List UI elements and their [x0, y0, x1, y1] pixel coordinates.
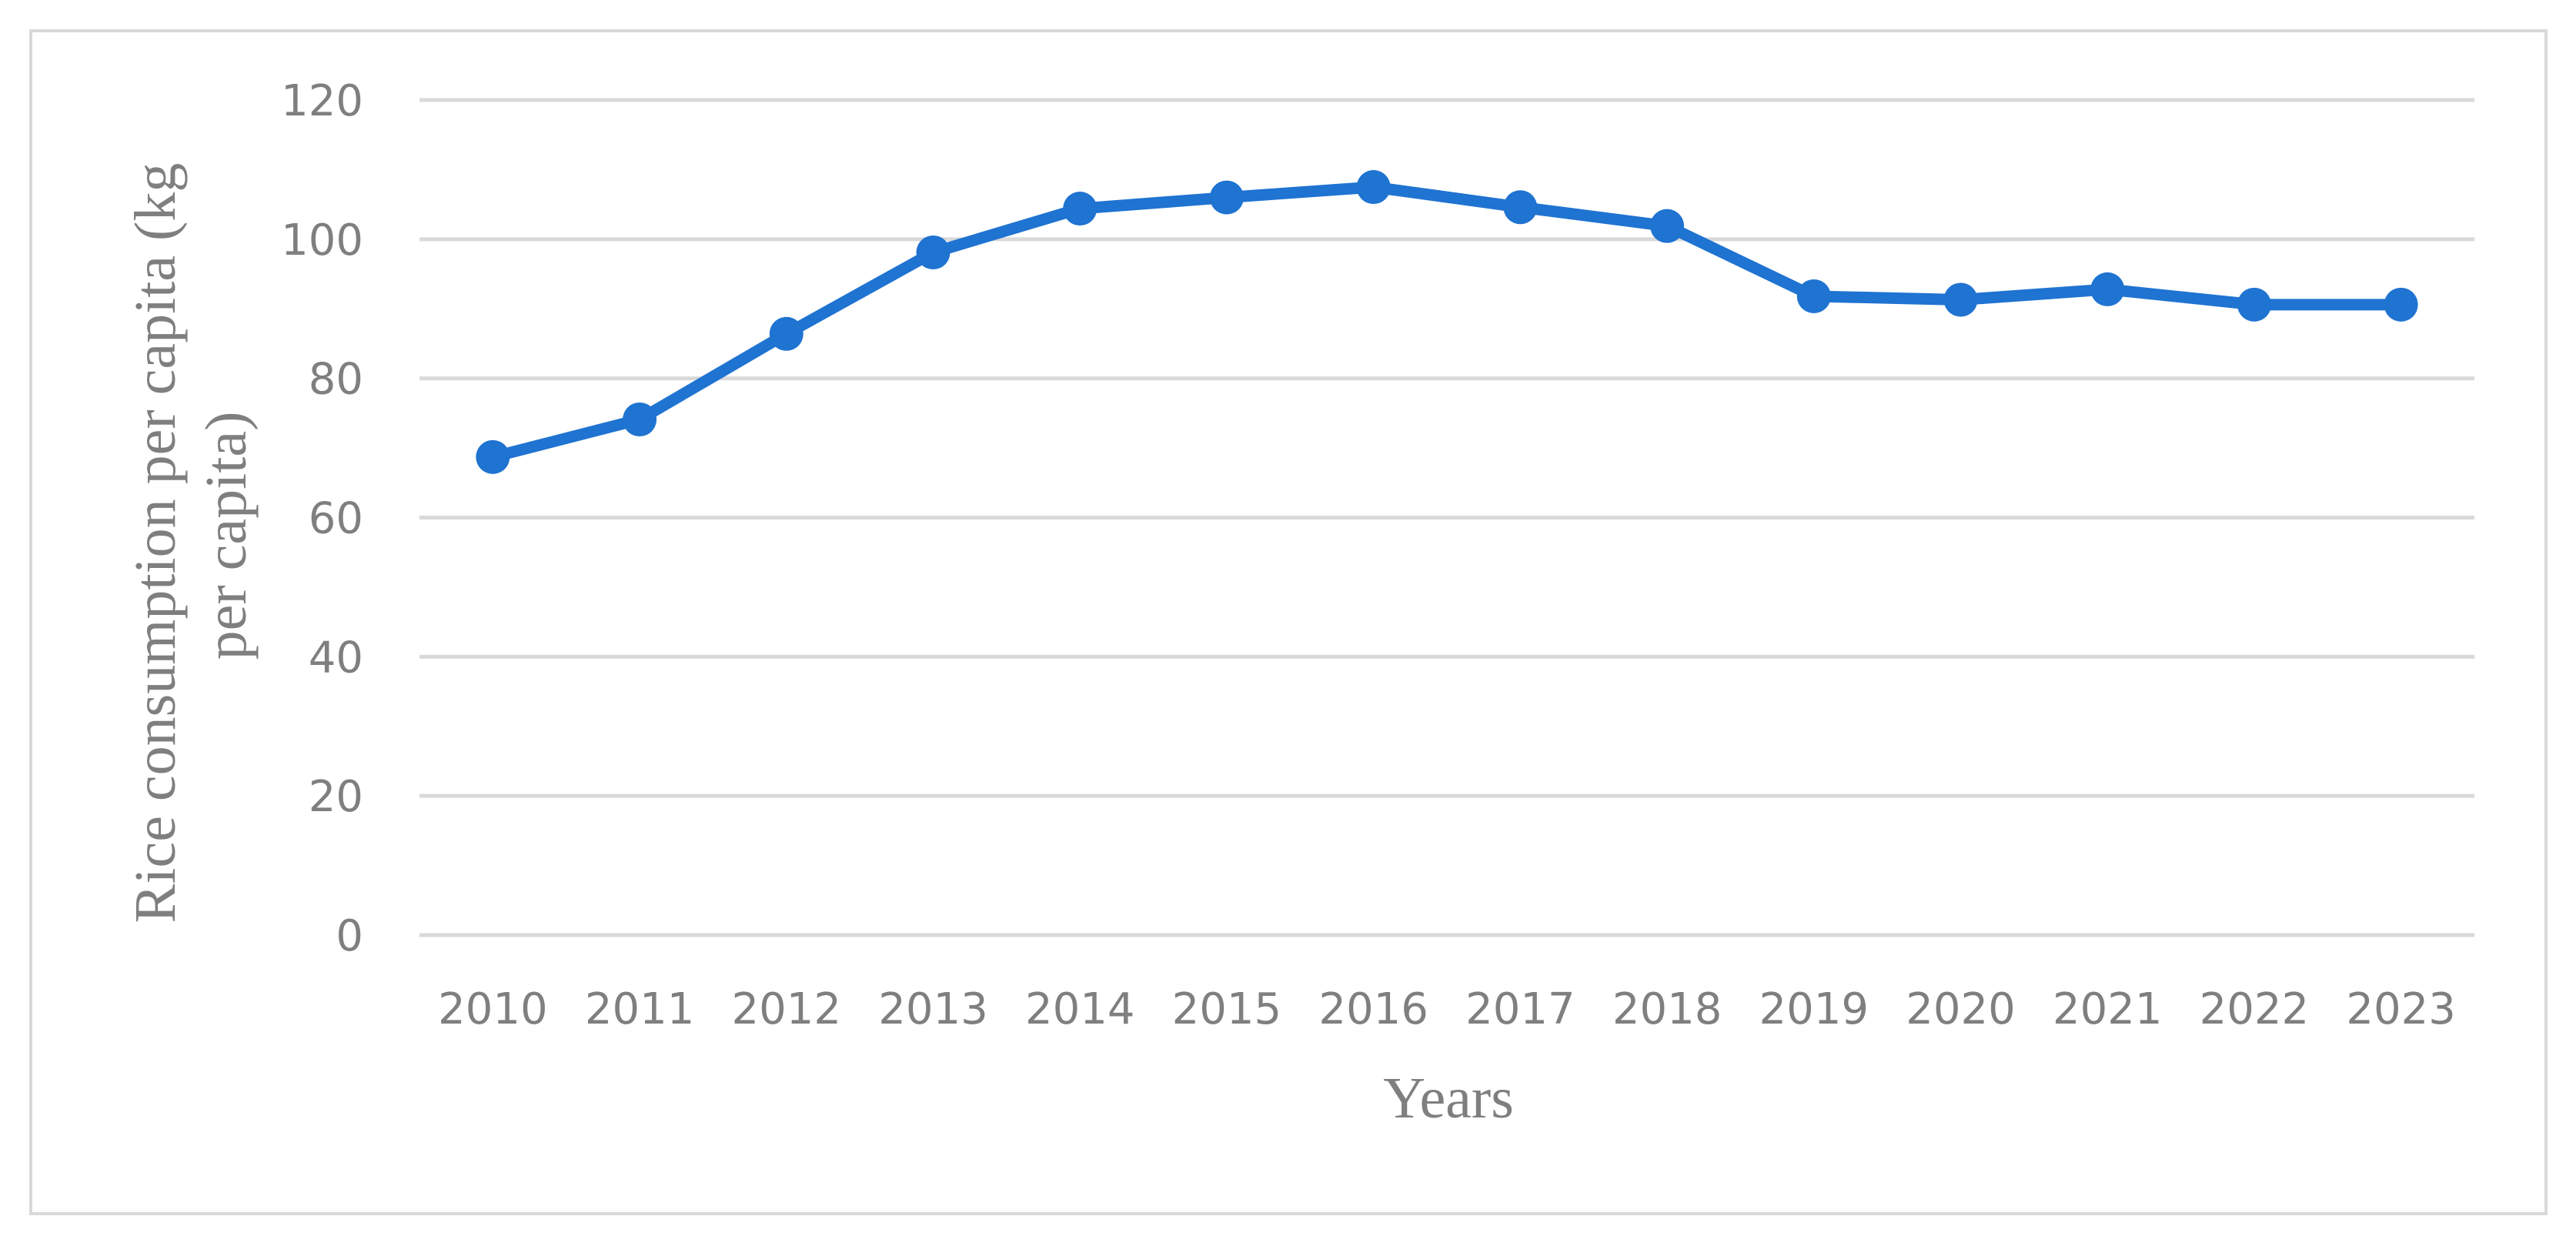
data-point-2018 — [1650, 209, 1685, 243]
x-tick-label: 2012 — [732, 984, 842, 1034]
y-tick-label: 0 — [336, 911, 363, 961]
x-tick-label: 2019 — [1759, 984, 1869, 1034]
data-point-2014 — [1063, 192, 1098, 226]
data-point-2019 — [1796, 279, 1831, 313]
data-point-2017 — [1503, 190, 1538, 225]
y-axis-ticks: 0 20 40 60 80 100 120 — [281, 76, 363, 961]
gridlines — [419, 98, 2474, 937]
y-axis-title: Rice consumption per capita (kg per capi… — [123, 149, 259, 924]
series-layer — [476, 170, 2418, 474]
data-point-2021 — [2090, 272, 2125, 306]
data-point-2011 — [623, 403, 657, 437]
y-tick-label: 40 — [309, 633, 363, 683]
y-tick-label: 80 — [309, 355, 363, 405]
data-point-2012 — [769, 316, 804, 351]
data-point-2015 — [1209, 180, 1244, 215]
x-tick-label: 2018 — [1612, 984, 1722, 1034]
x-tick-label: 2010 — [438, 984, 548, 1034]
data-point-2010 — [476, 439, 510, 474]
x-tick-label: 2013 — [878, 984, 988, 1034]
x-tick-label: 2017 — [1465, 984, 1575, 1034]
x-tick-label: 2016 — [1318, 984, 1428, 1034]
x-axis-title: Years — [1383, 1066, 1514, 1131]
x-tick-label: 2011 — [585, 984, 695, 1034]
data-point-2022 — [2237, 287, 2271, 322]
series-line — [486, 181, 2407, 463]
y-tick-label: 100 — [281, 215, 363, 266]
y-tick-label: 60 — [309, 494, 363, 544]
x-tick-label: 2020 — [1906, 984, 2016, 1034]
x-tick-label: 2023 — [2346, 984, 2456, 1034]
chart-frame — [29, 29, 2548, 1215]
y-axis-title-line-2: per capita) — [194, 412, 259, 660]
y-tick-label: 20 — [309, 772, 363, 822]
data-point-2013 — [916, 236, 951, 270]
y-tick-label: 120 — [281, 76, 363, 126]
y-axis-title-line-1: Rice consumption per capita (kg — [123, 163, 188, 924]
data-point-2020 — [1943, 282, 1978, 317]
data-point-2016 — [1356, 170, 1391, 205]
x-tick-label: 2022 — [2200, 984, 2310, 1034]
x-tick-label: 2015 — [1172, 984, 1282, 1034]
data-point-2023 — [2384, 287, 2418, 322]
x-axis-ticks: 2010 2011 2012 2013 2014 2015 2016 2017 2018 2019… — [438, 984, 2456, 1034]
x-tick-label: 2014 — [1025, 984, 1135, 1034]
x-tick-label: 2021 — [2053, 984, 2163, 1034]
